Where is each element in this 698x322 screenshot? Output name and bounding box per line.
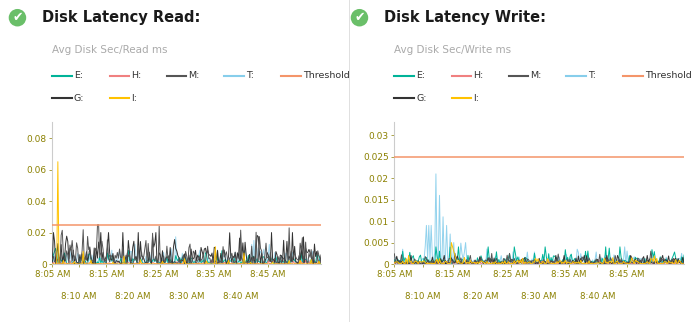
Text: 8:30 AM: 8:30 AM [521,292,557,301]
Text: I:: I: [473,94,480,103]
Text: E:: E: [74,71,83,80]
Text: G:: G: [74,94,84,103]
Text: G:: G: [416,94,426,103]
Text: Disk Latency Write:: Disk Latency Write: [384,10,546,25]
Text: Disk Latency Read:: Disk Latency Read: [42,10,200,25]
Text: M:: M: [530,71,542,80]
Text: 8:20 AM: 8:20 AM [463,292,499,301]
Text: ✔: ✔ [354,11,365,24]
Text: ✔: ✔ [12,11,23,24]
Text: 8:20 AM: 8:20 AM [115,292,151,301]
Text: H:: H: [131,71,142,80]
Text: Avg Disk Sec/Read ms: Avg Disk Sec/Read ms [52,45,168,55]
Text: E:: E: [416,71,425,80]
Text: T:: T: [588,71,595,80]
Text: H:: H: [473,71,484,80]
Text: T:: T: [246,71,253,80]
Text: Threshold: Threshold [303,71,350,80]
Text: 8:30 AM: 8:30 AM [169,292,205,301]
Text: Avg Disk Sec/Write ms: Avg Disk Sec/Write ms [394,45,512,55]
Text: 8:40 AM: 8:40 AM [223,292,258,301]
Text: 8:40 AM: 8:40 AM [579,292,615,301]
Text: I:: I: [131,94,138,103]
Text: 8:10 AM: 8:10 AM [405,292,440,301]
Text: M:: M: [188,71,200,80]
Text: Threshold: Threshold [645,71,692,80]
Text: 8:10 AM: 8:10 AM [61,292,96,301]
